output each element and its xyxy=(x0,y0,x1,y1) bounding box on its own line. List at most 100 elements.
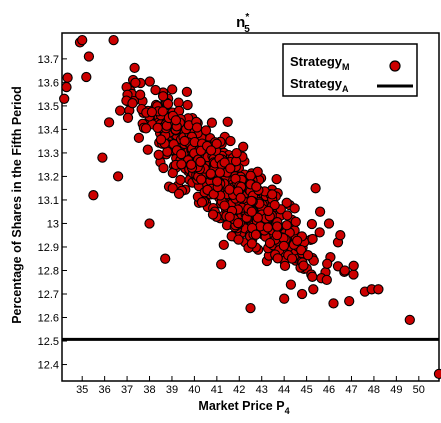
scatter-point xyxy=(155,134,167,145)
scatter-point xyxy=(62,72,73,83)
chart-title-sup: * xyxy=(245,12,249,23)
scatter-point xyxy=(263,205,274,217)
scatter-point xyxy=(224,211,235,223)
scatter-point xyxy=(140,123,152,134)
scatter-point xyxy=(112,171,124,182)
scatter-point xyxy=(279,293,290,304)
x-tick-label: 43 xyxy=(256,384,268,396)
x-tick-label: 35 xyxy=(76,384,88,396)
scatter-point xyxy=(205,145,217,156)
x-tick-label: 50 xyxy=(413,384,425,396)
scatter-series-strategy-m xyxy=(59,34,441,380)
scatter-point xyxy=(224,184,235,195)
x-axis-title-base: Market Price P xyxy=(198,399,284,413)
scatter-point xyxy=(404,314,415,326)
scatter-point xyxy=(157,91,169,102)
y-axis: 12.4 12.5 12.6 12.7 12.8 12.9 13 13.1 13.2 13.3 13… xyxy=(38,54,67,372)
y-tick-label: 12.6 xyxy=(38,313,59,325)
y-tick-label: 13.6 xyxy=(38,77,59,89)
scatter-point xyxy=(264,237,276,249)
scatter-point xyxy=(150,84,161,96)
y-tick-label: 13.3 xyxy=(38,148,59,160)
scatter-point xyxy=(211,138,222,149)
chart-title: n* 5 xyxy=(236,12,250,35)
scatter-point xyxy=(144,218,155,229)
x-axis-title: Market Price P4 xyxy=(198,399,289,416)
scatter-point xyxy=(81,71,92,83)
scatter-point xyxy=(122,112,134,123)
scatter-point xyxy=(307,271,318,282)
x-tick-label: 38 xyxy=(143,384,155,396)
scatter-point xyxy=(289,203,300,214)
scatter-point xyxy=(218,239,229,251)
scatter-point xyxy=(216,259,227,270)
scatter-point xyxy=(97,152,108,163)
scatter-point xyxy=(225,135,236,147)
scatter-point xyxy=(245,302,256,314)
scatter-point xyxy=(271,173,282,185)
scatter-point xyxy=(339,265,350,276)
scatter-point xyxy=(348,260,359,271)
x-tick-label: 36 xyxy=(99,384,111,396)
scatter-point xyxy=(269,199,280,211)
y-tick-label: 12.8 xyxy=(38,265,59,277)
scatter-point xyxy=(173,188,185,199)
scatter-point xyxy=(290,216,301,227)
y-tick-label: 13.2 xyxy=(38,171,59,183)
legend-entry-1: StrategyA xyxy=(290,76,349,94)
scatter-point xyxy=(252,212,263,223)
x-tick-label: 41 xyxy=(211,384,223,396)
x-axis: 35 36 37 38 39 40 41 42 43 44 45 46 47 48 49 50 xyxy=(76,376,425,396)
chart-title-sub: 5 xyxy=(244,24,250,35)
scatter-point xyxy=(286,253,298,264)
x-axis-title-sub: 4 xyxy=(285,406,290,416)
scatter-point xyxy=(195,156,206,167)
scatter-point xyxy=(262,222,273,233)
x-tick-label: 46 xyxy=(323,384,335,396)
legend-marker-strategy-m xyxy=(389,60,401,72)
scatter-point xyxy=(285,279,297,290)
chart-title-base: n xyxy=(236,14,245,31)
scatter-point xyxy=(231,147,242,159)
x-tick-label: 47 xyxy=(345,384,357,396)
scatter-point xyxy=(292,235,303,246)
scatter-point xyxy=(142,144,153,155)
scatter-point xyxy=(103,117,115,128)
scatter-point xyxy=(281,197,292,208)
scatter-point xyxy=(212,176,223,187)
scatter-point xyxy=(296,288,308,300)
scatter-point xyxy=(152,122,163,133)
plot-frame xyxy=(61,32,440,382)
scatter-point xyxy=(77,34,88,46)
y-tick-label: 13.4 xyxy=(38,124,59,136)
scatter-point xyxy=(61,81,72,93)
scatter-point xyxy=(232,217,244,229)
scatter-point xyxy=(160,253,171,264)
scatter-point xyxy=(181,86,193,98)
scatter-point xyxy=(271,229,283,241)
y-tick-label: 13.1 xyxy=(38,195,59,207)
scatter-point xyxy=(179,135,190,147)
scatter-point xyxy=(310,183,321,194)
scatter-point xyxy=(206,117,218,128)
scatter-point xyxy=(233,234,244,245)
scatter-point xyxy=(272,253,283,264)
scatter-point xyxy=(306,218,318,230)
scatter-point xyxy=(222,116,233,127)
scatter-point xyxy=(191,122,203,133)
scatter-point xyxy=(207,209,219,220)
legend-entry-0: StrategyM xyxy=(290,54,350,72)
scatter-point xyxy=(323,218,335,229)
scatter-point xyxy=(238,141,249,152)
x-tick-label: 49 xyxy=(390,384,402,396)
x-tick-label: 40 xyxy=(188,384,200,396)
y-tick-label: 12.9 xyxy=(38,242,59,254)
scatter-point xyxy=(196,197,208,208)
scatter-point xyxy=(186,159,197,170)
scatter-point xyxy=(108,34,119,46)
scatter-point xyxy=(129,62,140,74)
legend: StrategyM StrategyA xyxy=(282,43,418,97)
scatter-point xyxy=(175,174,186,186)
scatter-point xyxy=(281,220,292,231)
scatter-point xyxy=(127,98,138,109)
